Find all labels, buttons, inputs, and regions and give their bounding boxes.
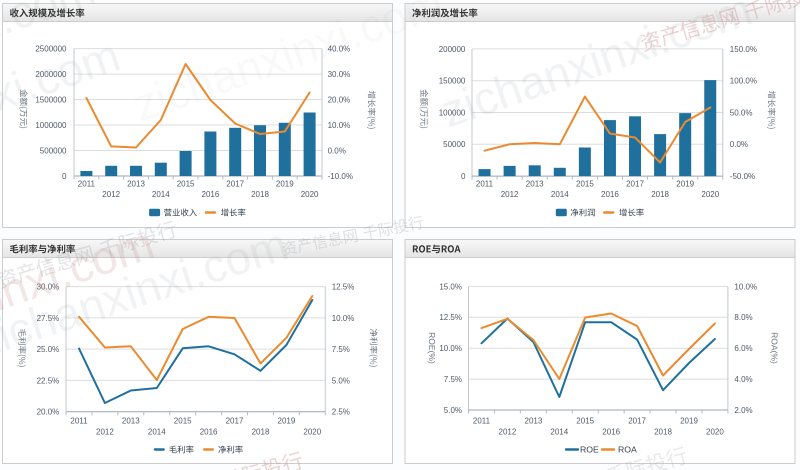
svg-text:10.0%: 10.0% xyxy=(734,282,757,291)
svg-text:2011: 2011 xyxy=(70,416,88,425)
svg-text:20.0%: 20.0% xyxy=(328,96,351,105)
svg-text:1500000: 1500000 xyxy=(35,96,67,105)
svg-text:2020: 2020 xyxy=(303,428,321,437)
svg-text:12.5%: 12.5% xyxy=(332,283,355,292)
svg-text:7.5%: 7.5% xyxy=(444,375,462,384)
svg-text:2018: 2018 xyxy=(651,190,669,199)
svg-text:2015: 2015 xyxy=(174,416,192,425)
svg-text:2014: 2014 xyxy=(551,190,569,199)
svg-text:2013: 2013 xyxy=(525,416,543,425)
svg-text:20.0%: 20.0% xyxy=(37,408,60,417)
svg-text:2019: 2019 xyxy=(278,416,296,425)
svg-text:2015: 2015 xyxy=(177,180,195,189)
svg-text:2.0%: 2.0% xyxy=(734,406,752,415)
svg-text:40.0%: 40.0% xyxy=(328,45,351,54)
svg-text:50000: 50000 xyxy=(443,140,466,149)
svg-text:150000: 150000 xyxy=(439,77,466,86)
svg-text:2.5%: 2.5% xyxy=(332,408,350,417)
svg-text:27.5%: 27.5% xyxy=(37,314,60,323)
svg-text:100000: 100000 xyxy=(439,108,466,117)
svg-text:2017: 2017 xyxy=(226,180,244,189)
svg-text:4.0%: 4.0% xyxy=(734,375,752,384)
svg-text:2011: 2011 xyxy=(473,416,491,425)
svg-text:2020: 2020 xyxy=(706,428,724,437)
svg-text:0: 0 xyxy=(62,172,67,181)
svg-text:2017: 2017 xyxy=(628,416,646,425)
svg-text:ROE(%): ROE(%) xyxy=(427,332,437,364)
svg-text:2013: 2013 xyxy=(127,180,145,189)
svg-text:15.0%: 15.0% xyxy=(439,282,462,291)
svg-text:2020: 2020 xyxy=(701,190,719,199)
svg-text:2019: 2019 xyxy=(680,416,698,425)
svg-text:2019: 2019 xyxy=(276,180,294,189)
svg-text:-10.0%: -10.0% xyxy=(328,172,353,181)
svg-text:5.0%: 5.0% xyxy=(332,376,350,385)
svg-text:-50.0%: -50.0% xyxy=(730,172,755,181)
svg-text:2012: 2012 xyxy=(102,190,120,199)
svg-text:2019: 2019 xyxy=(676,180,694,189)
svg-text:2012: 2012 xyxy=(96,428,114,437)
svg-text:7.5%: 7.5% xyxy=(332,345,350,354)
svg-text:2016: 2016 xyxy=(200,428,218,437)
svg-text:200000: 200000 xyxy=(439,45,466,54)
svg-text:2012: 2012 xyxy=(499,428,517,437)
svg-text:2016: 2016 xyxy=(602,428,620,437)
svg-text:2015: 2015 xyxy=(576,416,594,425)
svg-text:6.0%: 6.0% xyxy=(734,344,752,353)
svg-text:30.0%: 30.0% xyxy=(328,70,351,79)
svg-text:5.0%: 5.0% xyxy=(444,406,462,415)
svg-text:100.0%: 100.0% xyxy=(730,77,757,86)
svg-text:2014: 2014 xyxy=(152,190,170,199)
svg-text:2011: 2011 xyxy=(476,180,494,189)
svg-text:2016: 2016 xyxy=(202,190,220,199)
svg-text:10.0%: 10.0% xyxy=(328,121,351,130)
svg-text:0.0%: 0.0% xyxy=(328,146,346,155)
svg-text:150.0%: 150.0% xyxy=(730,45,757,54)
svg-text:8.0%: 8.0% xyxy=(734,313,752,322)
svg-text:ROE: ROE xyxy=(580,445,599,455)
svg-text:2014: 2014 xyxy=(550,428,568,437)
svg-text:2500000: 2500000 xyxy=(35,45,67,54)
svg-text:2012: 2012 xyxy=(501,190,519,199)
svg-text:1000000: 1000000 xyxy=(35,121,67,130)
svg-text:ROA: ROA xyxy=(618,445,637,455)
svg-text:2017: 2017 xyxy=(226,416,244,425)
svg-text:22.5%: 22.5% xyxy=(37,376,60,385)
svg-text:25.0%: 25.0% xyxy=(37,345,60,354)
svg-text:2015: 2015 xyxy=(576,180,594,189)
svg-text:2014: 2014 xyxy=(148,428,166,437)
svg-text:10.0%: 10.0% xyxy=(332,314,355,323)
svg-text:50.0%: 50.0% xyxy=(730,108,753,117)
svg-text:30.0%: 30.0% xyxy=(37,283,60,292)
svg-text:ROA(%): ROA(%) xyxy=(770,332,780,364)
svg-text:12.5%: 12.5% xyxy=(439,313,462,322)
svg-text:2018: 2018 xyxy=(654,428,672,437)
svg-text:500000: 500000 xyxy=(40,146,67,155)
svg-text:2020: 2020 xyxy=(301,190,319,199)
svg-text:0.0%: 0.0% xyxy=(730,140,748,149)
svg-text:10.0%: 10.0% xyxy=(439,344,462,353)
svg-text:2013: 2013 xyxy=(122,416,140,425)
svg-text:2017: 2017 xyxy=(626,180,644,189)
svg-text:2000000: 2000000 xyxy=(35,70,67,79)
svg-text:2011: 2011 xyxy=(78,180,96,189)
svg-text:2013: 2013 xyxy=(526,180,544,189)
svg-text:2018: 2018 xyxy=(252,428,270,437)
svg-text:2016: 2016 xyxy=(601,190,619,199)
svg-text:2018: 2018 xyxy=(251,190,269,199)
svg-text:0: 0 xyxy=(461,172,466,181)
